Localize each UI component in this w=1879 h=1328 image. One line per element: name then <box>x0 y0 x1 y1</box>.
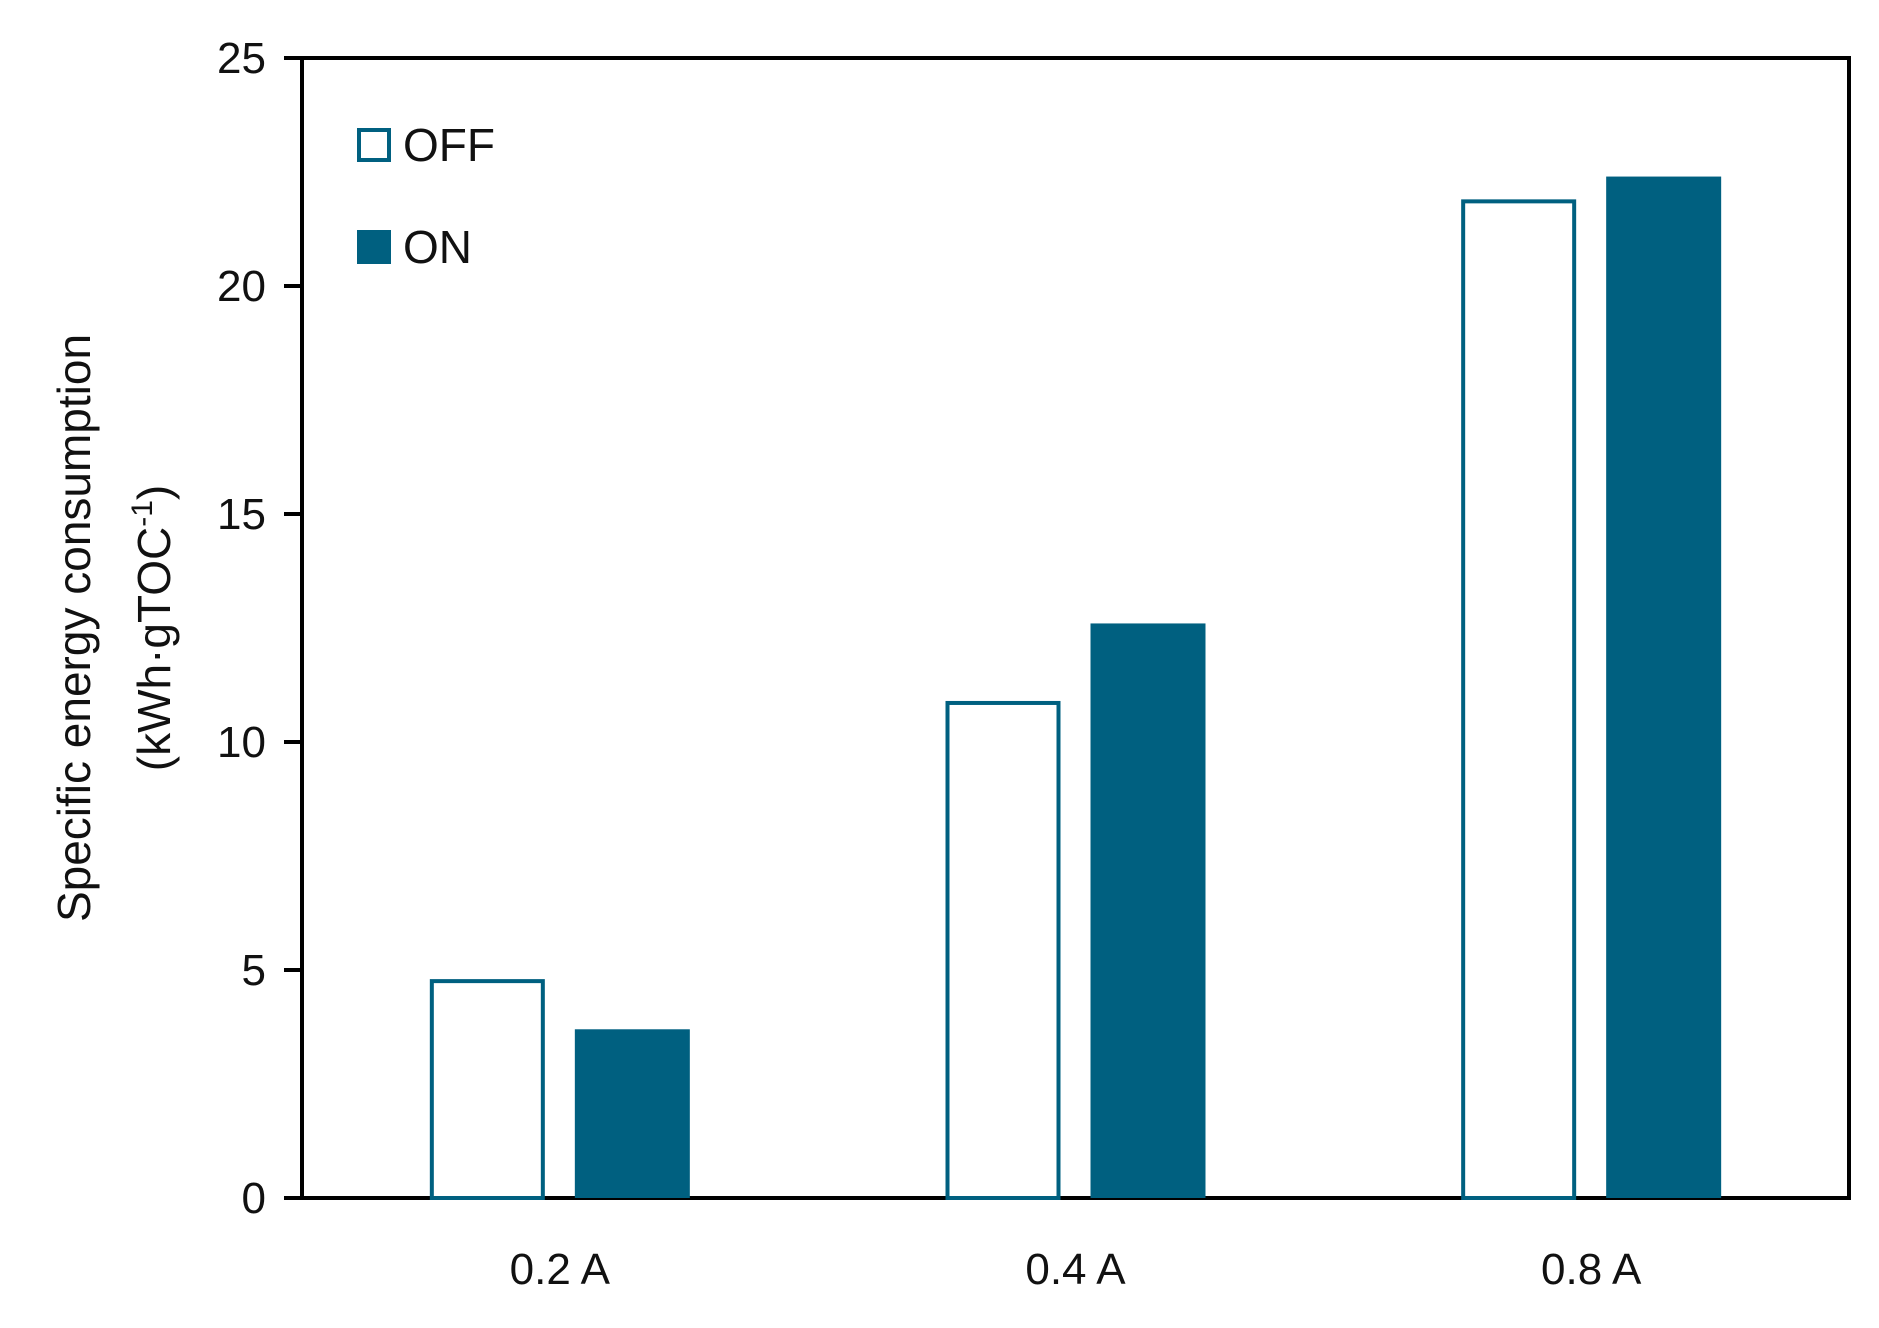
plot-area <box>300 56 1851 1200</box>
legend-swatch-on <box>357 230 391 264</box>
bar-off-3 <box>1461 199 1577 1201</box>
y-axis-unit-sup: -1 <box>126 500 159 527</box>
bar-on-3 <box>1606 176 1722 1198</box>
y-axis-unit-close: ) <box>128 485 180 500</box>
bar-on-2 <box>1090 623 1206 1198</box>
x-category-label: 0.4 A <box>1025 1245 1126 1294</box>
y-axis-unit: (kWh·gTOC-1) <box>126 485 180 772</box>
y-axis-title-line1: Specific energy consumption <box>48 334 100 922</box>
x-category-label: 0.8 A <box>1541 1245 1642 1294</box>
y-tick-label: 10 <box>217 718 266 767</box>
axes: 0 5 10 15 20 25 0.2 A 0.4 A 0.8 A <box>217 34 1642 1294</box>
legend-swatch-off <box>357 128 391 162</box>
legend-label-off: OFF <box>403 119 495 171</box>
y-tick-label: 0 <box>242 1174 266 1223</box>
y-axis-title: Specific energy consumption <box>48 334 100 922</box>
legend-label-on: ON <box>403 221 472 273</box>
y-tick-label: 25 <box>217 34 266 83</box>
x-category-label: 0.2 A <box>510 1245 611 1294</box>
bars <box>429 176 1722 1201</box>
legend: OFF ON <box>357 119 495 273</box>
bar-off-2 <box>945 700 1061 1201</box>
y-tick-label: 5 <box>242 946 266 995</box>
y-axis-unit-main: (kWh·gTOC <box>128 527 180 772</box>
bar-on-1 <box>574 1029 690 1198</box>
plot-frame <box>300 56 1851 1200</box>
y-tick-label: 20 <box>217 262 266 311</box>
bar-off-1 <box>429 979 545 1200</box>
y-tick-label: 15 <box>217 490 266 539</box>
y-axis-unit-text: (kWh·gTOC-1) <box>126 485 180 772</box>
